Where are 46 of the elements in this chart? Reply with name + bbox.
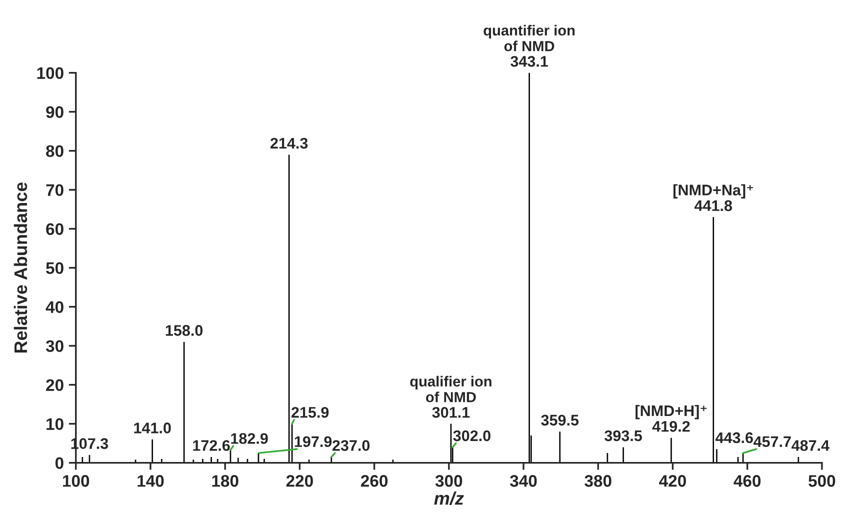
y-tick-label: 70 xyxy=(46,184,64,196)
x-tick-label: 500 xyxy=(808,475,836,487)
y-tick-label: 100 xyxy=(37,67,64,80)
annotation: 343.1 xyxy=(510,56,548,67)
annotation: 302.0 xyxy=(453,430,490,442)
annotation: 359.5 xyxy=(541,414,579,426)
annotation: 197.9 xyxy=(294,436,332,448)
x-tick-label: 380 xyxy=(584,475,612,487)
annotation: quantifier ion of NMD xyxy=(484,24,575,52)
y-tick-label: 10 xyxy=(46,418,64,430)
x-tick-label: 180 xyxy=(212,475,238,487)
y-tick-label: 0 xyxy=(55,457,64,470)
x-tick-label: 420 xyxy=(659,475,686,487)
annotation: 237.0 xyxy=(332,440,370,451)
annotation: 158.0 xyxy=(166,325,203,336)
x-tick-label: 340 xyxy=(510,475,537,487)
annotation: 487.4 xyxy=(792,440,830,451)
x-tick-label: 100 xyxy=(63,475,90,487)
annotation: 393.5 xyxy=(604,430,642,442)
annotation: 215.9 xyxy=(291,406,329,418)
y-tick-label: 80 xyxy=(46,145,64,158)
annotation: 419.2 xyxy=(652,421,690,432)
annotation: 172.6 xyxy=(193,440,230,451)
annotation: 457.7 xyxy=(754,436,791,448)
x-tick-label: 140 xyxy=(138,475,164,487)
annotation: 141.0 xyxy=(134,422,171,434)
x-tick-label: 460 xyxy=(734,475,761,487)
x-tick-label: 300 xyxy=(435,475,462,487)
annotation: qualifier ion of NMD xyxy=(410,376,492,402)
annotation: [NMD+Na]⁺ xyxy=(673,184,754,198)
annotation: 441.8 xyxy=(694,200,732,212)
y-tick-label: 50 xyxy=(46,262,64,274)
x-tick-label: 260 xyxy=(360,475,388,487)
y-tick-label: 60 xyxy=(46,223,64,236)
annotation: 182.9 xyxy=(231,433,268,444)
annotation: 443.6 xyxy=(716,432,753,444)
x-tick-label: 220 xyxy=(286,475,313,487)
y-tick-label: 90 xyxy=(46,106,64,118)
annotation: [NMD+H]⁺ xyxy=(636,404,707,420)
y-tick-label: 30 xyxy=(46,340,64,352)
y-tick-label: 40 xyxy=(46,301,64,314)
y-axis-title: Relative Abundance xyxy=(14,182,28,353)
annotation: 214.3 xyxy=(270,138,308,149)
y-tick-label: 20 xyxy=(46,379,64,392)
annotation: 301.1 xyxy=(432,406,470,418)
x-axis-title: m/z xyxy=(434,492,464,505)
